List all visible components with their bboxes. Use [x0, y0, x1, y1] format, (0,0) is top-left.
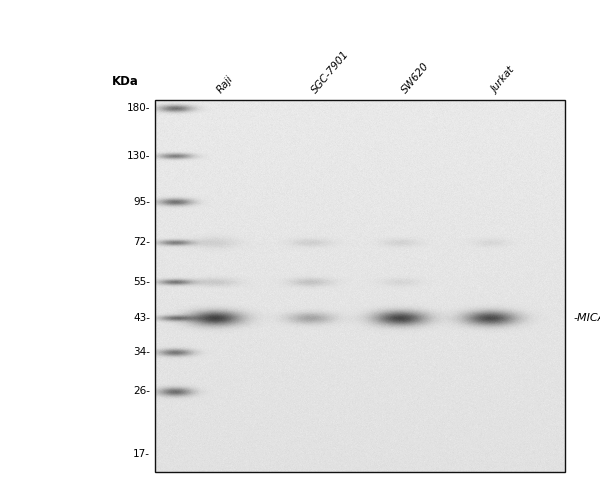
Text: 180-: 180-	[127, 103, 150, 113]
Bar	[155, 100, 565, 472]
Bar	[155, 100, 565, 472]
Text: Jurkat: Jurkat	[490, 65, 517, 95]
Text: 34-: 34-	[133, 347, 150, 357]
Text: SW620: SW620	[400, 61, 431, 95]
Text: KDa: KDa	[112, 75, 139, 88]
Text: 43-: 43-	[133, 312, 150, 323]
Text: 72-: 72-	[133, 237, 150, 247]
Text: 26-: 26-	[133, 386, 150, 396]
Text: SGC-7901: SGC-7901	[310, 49, 351, 95]
Text: Raji: Raji	[215, 74, 235, 95]
Text: 95-: 95-	[133, 196, 150, 207]
Text: -MICA: -MICA	[573, 312, 600, 323]
Text: 17-: 17-	[133, 449, 150, 459]
Text: 130-: 130-	[127, 151, 150, 161]
Text: 55-: 55-	[133, 277, 150, 287]
